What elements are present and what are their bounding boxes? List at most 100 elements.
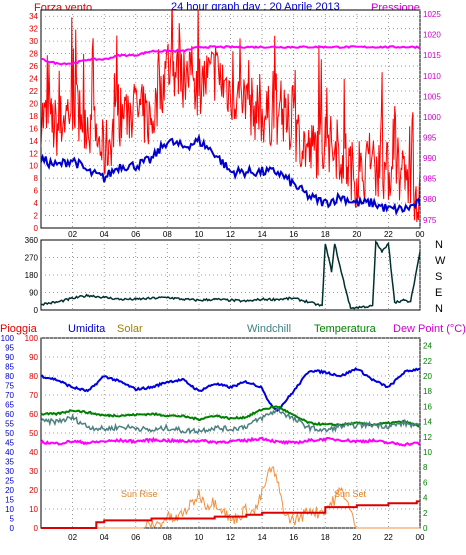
pressure-y-tick: 1015: [423, 51, 441, 60]
rain-y-tick: 65: [5, 401, 14, 410]
temperature-y-tick: 20: [423, 372, 432, 381]
top-x-tick: 06: [131, 230, 140, 239]
rain-y-tick: 100: [1, 334, 15, 343]
pressure-y-tick: 1010: [423, 72, 441, 81]
top-x-tick: 10: [194, 230, 203, 239]
direction-label: N: [435, 303, 443, 315]
top-x-tick: 02: [68, 230, 77, 239]
bottom-x-tick: 10: [194, 533, 203, 542]
temperature-y-tick: 12: [423, 433, 432, 442]
wind-y-tick: 30: [29, 37, 38, 46]
pressure-y-tick: 980: [423, 195, 437, 204]
humidity-y-tick: 20: [29, 486, 38, 495]
pressure-y-tick: 975: [423, 216, 437, 225]
rain-y-tick: 45: [5, 439, 14, 448]
top-x-tick: 12: [226, 230, 235, 239]
bottom-x-tick: 04: [100, 533, 109, 542]
direction-labels: NWSEN: [435, 239, 446, 315]
wind-y-tick: 20: [29, 99, 38, 108]
wind-y-tick: 14: [29, 137, 38, 146]
rain-y-tick: 30: [5, 467, 14, 476]
temperature-y-tick: 14: [423, 418, 432, 427]
top-x-tick: 16: [289, 230, 298, 239]
humidity-y-tick: 40: [29, 448, 38, 457]
wind-y-tick: 28: [29, 50, 38, 59]
windchill-axis-title: Windchill: [247, 323, 291, 335]
bottom-x-tick: 08: [163, 533, 172, 542]
humidity-y-tick: 80: [29, 372, 38, 381]
humidity-y-tick: 90: [29, 353, 38, 362]
wind-y-tick: 34: [29, 12, 38, 21]
humidity-y-tick: 100: [25, 334, 39, 343]
temperature-y-tick: 24: [423, 342, 432, 351]
dewpoint-axis-title: Dew Point (°C): [393, 323, 466, 335]
rain-y-tick: 5: [10, 515, 15, 524]
temperature-axis-title: Temperatura: [314, 323, 377, 335]
direction-label: E: [435, 287, 442, 299]
temperature-y-tick: 2: [423, 509, 428, 518]
temperature-y-tick: 4: [423, 494, 428, 503]
bottom-x-tick: 20: [352, 533, 361, 542]
temperature-y-tick: 6: [423, 478, 428, 487]
top-x-tick: 20: [352, 230, 361, 239]
wind-y-tick: 32: [29, 25, 38, 34]
wind-y-tick: 0: [34, 224, 39, 233]
humidity-y-tick: 10: [29, 505, 38, 514]
bottom-x-tick: 02: [68, 533, 77, 542]
rain-y-tick: 95: [5, 344, 14, 353]
wind-y-tick: 12: [29, 149, 38, 158]
top-x-tick: 08: [163, 230, 172, 239]
bottom-x-tick: 00: [416, 533, 425, 542]
top-x-tick: 22: [384, 230, 393, 239]
rain-y-tick: 10: [5, 505, 14, 514]
humidity-y-tick: 70: [29, 391, 38, 400]
dir-y-tick: 0: [34, 306, 39, 315]
top-x-tick: 14: [258, 230, 267, 239]
rain-y-tick: 55: [5, 420, 14, 429]
bottom-x-tick: 18: [321, 533, 330, 542]
pressure-y-tick: 995: [423, 134, 437, 143]
sunset-annotation: Sun Set: [334, 489, 367, 499]
pressure-y-tick: 1020: [423, 31, 441, 40]
bottom-x-tick: 22: [384, 533, 393, 542]
rain-y-tick: 20: [5, 486, 14, 495]
temperature-y-tick: 0: [423, 524, 428, 533]
wind-y-tick: 8: [34, 174, 39, 183]
bottom-x-tick: 06: [131, 533, 140, 542]
temperature-y-tick: 8: [423, 463, 428, 472]
rain-y-tick: 25: [5, 477, 14, 486]
dir-y-tick: 180: [25, 271, 39, 280]
pressure-y-tick: 1000: [423, 113, 441, 122]
rain-y-tick: 15: [5, 496, 14, 505]
direction-label: N: [435, 239, 443, 251]
bottom-x-tick: 16: [289, 533, 298, 542]
wind-y-tick: 10: [29, 162, 38, 171]
pressure-y-tick: 1025: [423, 10, 441, 19]
temperature-y-tick: 16: [423, 402, 432, 411]
dir-y-tick: 90: [29, 289, 38, 298]
rain-y-tick: 60: [5, 410, 14, 419]
wind-y-tick: 4: [34, 199, 39, 208]
sunrise-annotation: Sun Rise: [121, 489, 158, 499]
humidity-y-tick: 0: [34, 524, 39, 533]
temperature-y-tick: 18: [423, 387, 432, 396]
wind-y-tick: 16: [29, 124, 38, 133]
wind-y-tick: 18: [29, 112, 38, 121]
humidity-axis-title: Umidita: [68, 323, 106, 335]
direction-label: W: [435, 255, 446, 267]
wind-y-tick: 6: [34, 187, 39, 196]
direction-label: S: [435, 271, 442, 283]
wind-y-tick: 26: [29, 62, 38, 71]
pressure-y-tick: 1005: [423, 92, 441, 101]
rain-y-tick: 70: [5, 391, 14, 400]
rain-y-tick: 0: [10, 524, 15, 533]
rain-y-tick: 90: [5, 353, 14, 362]
solar-axis-title: Solar: [117, 323, 143, 335]
top-x-tick: 04: [100, 230, 109, 239]
wind-y-tick: 2: [34, 212, 39, 221]
temperature-y-tick: 10: [423, 448, 432, 457]
rain-y-tick: 75: [5, 382, 14, 391]
dir-y-tick: 270: [25, 254, 39, 263]
top-x-tick: 18: [321, 230, 330, 239]
